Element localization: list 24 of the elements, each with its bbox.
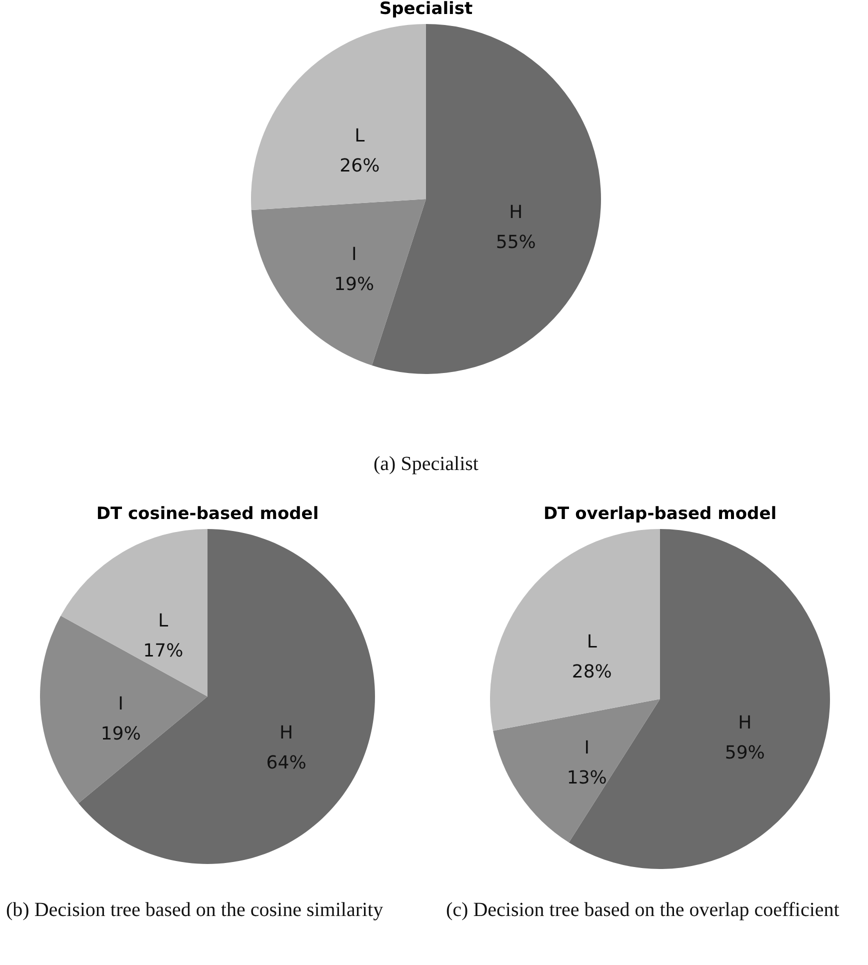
data-label: 59%	[724, 742, 765, 764]
data-label: 55%	[496, 232, 536, 254]
slice-label: I	[118, 694, 124, 715]
data-label: 28%	[572, 662, 612, 683]
slice-label: H	[738, 712, 752, 734]
text: (a) Specialist	[372, 452, 480, 476]
text: (b) Decision tree based on the cosine similarity	[6, 898, 384, 922]
slice-label: H	[280, 722, 294, 744]
slice-label: L	[586, 632, 597, 653]
data-label: 13%	[566, 768, 607, 789]
chart-title: DT cosine-based model	[96, 504, 319, 524]
slice-label: H	[509, 202, 523, 224]
chart-title: Specialist	[379, 0, 473, 19]
chart-title: DT overlap-based model	[543, 504, 777, 524]
data-label: 64%	[266, 752, 306, 774]
slice-label: L	[158, 610, 168, 632]
data-label: 19%	[334, 274, 374, 295]
data-label: 19%	[100, 724, 141, 745]
slice-label: L	[354, 126, 365, 147]
slice-label: I	[351, 244, 357, 265]
data-label: 26%	[340, 156, 380, 177]
data-label: 17%	[143, 640, 184, 662]
slice-label: I	[584, 738, 590, 759]
text: (c) Decision tree based on the overlap coefficient	[446, 898, 840, 922]
